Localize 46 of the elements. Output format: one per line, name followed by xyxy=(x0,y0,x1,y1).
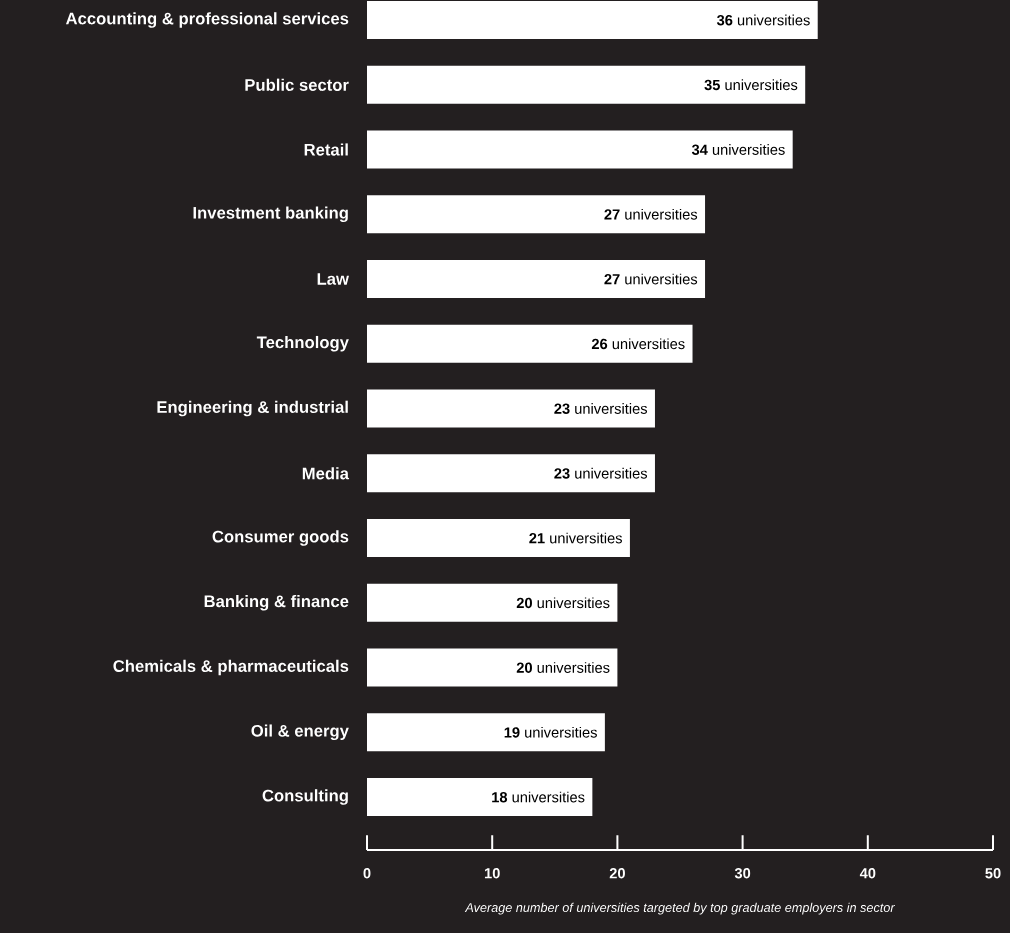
bar xyxy=(367,713,605,752)
y-tick-label: Investment banking xyxy=(193,206,348,223)
bar xyxy=(367,260,706,299)
data-label: 26 universities xyxy=(591,338,685,350)
bar xyxy=(367,65,806,104)
y-tick-label: Engineering & industrial xyxy=(157,400,348,417)
bar xyxy=(367,324,693,363)
x-tick-label: 10 xyxy=(484,868,500,879)
y-tick-label: Public sector xyxy=(245,78,349,91)
bar xyxy=(367,454,655,493)
bar xyxy=(367,648,618,687)
bar xyxy=(367,519,630,558)
y-tick-label: Banking & finance xyxy=(204,594,349,611)
y-tick-label: Chemicals & pharmaceuticals xyxy=(113,659,349,676)
x-tick-label: 0 xyxy=(363,868,371,879)
x-tick-label: 20 xyxy=(609,868,625,879)
bar xyxy=(367,195,706,234)
bar xyxy=(367,1,818,39)
y-tick-label: Consulting xyxy=(262,789,348,805)
x-axis-title: Average number of universities targeted by top graduate employers in sector xyxy=(464,902,895,915)
bar xyxy=(367,130,793,169)
y-tick-label: Media xyxy=(302,467,350,480)
bar xyxy=(367,389,655,428)
data-label: 35 universities xyxy=(704,79,798,91)
data-label: 21 universities xyxy=(529,532,622,544)
bar xyxy=(367,583,618,622)
data-label: 19 universities xyxy=(504,726,597,738)
data-label: 18 universities xyxy=(492,791,585,803)
y-tick-label: Accounting & professional services xyxy=(65,12,349,28)
x-tick-label: 30 xyxy=(734,868,751,879)
data-label: 27 universities xyxy=(604,273,698,285)
data-label: 23 universities xyxy=(554,403,648,414)
y-tick-label: Retail xyxy=(304,143,348,156)
bar xyxy=(367,778,593,817)
data-label: 23 universities xyxy=(554,467,648,479)
data-label: 34 universities xyxy=(691,144,785,155)
y-tick-label: Oil & energy xyxy=(251,724,349,741)
x-tick-label: 40 xyxy=(859,868,876,879)
y-tick-label: Technology xyxy=(256,335,349,352)
y-tick-label: Consumer goods xyxy=(212,530,349,546)
data-label: 36 universities xyxy=(716,14,810,26)
y-tick-label: Law xyxy=(317,273,349,285)
data-label: 27 universities xyxy=(604,208,698,220)
data-label: 20 universities xyxy=(516,597,610,609)
data-label: 20 universities xyxy=(516,662,610,673)
x-tick-label: 50 xyxy=(985,868,1001,879)
